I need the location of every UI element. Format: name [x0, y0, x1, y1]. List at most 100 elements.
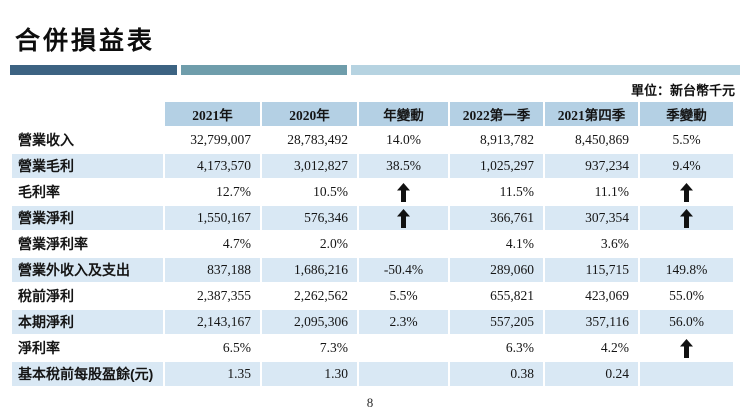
table-header-row: 2021年 2020年 年變動 2022第一季 2021第四季 季變動: [11, 100, 735, 128]
arrow-up-icon: [680, 208, 693, 228]
table-cell: 2.3%: [357, 308, 450, 336]
arrow-up-icon: [397, 208, 410, 228]
row-label: 淨利率: [10, 334, 165, 362]
table-cell: 11.1%: [543, 178, 640, 206]
column-header: 2021年: [163, 100, 262, 128]
page-title: 合併損益表: [15, 28, 156, 55]
table-row: 稅前淨利 2,387,355 2,262,562 5.5% 655,821 423,069…: [10, 282, 735, 310]
table-cell: 8,913,782: [448, 126, 545, 154]
table-cell: 11.5%: [448, 178, 545, 206]
table-cell: [638, 178, 735, 206]
table-cell: 56.0%: [638, 308, 735, 336]
table-cell: 38.5%: [357, 152, 450, 180]
table-row: 營業淨利率 4.7% 2.0% 4.1% 3.6%: [10, 230, 735, 258]
table-cell: 4.2%: [543, 334, 640, 362]
table-cell: 1.35: [163, 360, 262, 388]
table-cell: 0.24: [543, 360, 640, 388]
table-cell: [357, 178, 450, 206]
table-row: 基本稅前每股盈餘(元) 1.35 1.30 0.38 0.24: [10, 360, 735, 388]
table-corner-cell: [11, 101, 164, 127]
row-label: 營業淨利率: [10, 230, 165, 258]
table-cell: 557,205: [448, 308, 545, 336]
table-cell: 2.0%: [260, 230, 359, 258]
column-header: 2021第四季: [543, 100, 640, 128]
decor-bar-light: [351, 65, 740, 75]
table-cell: 0.38: [448, 360, 545, 388]
column-header: 季變動: [638, 100, 735, 128]
table-cell: 5.5%: [638, 126, 735, 154]
table-cell: [638, 360, 735, 388]
decor-bar-dark: [10, 65, 177, 75]
table-row: 淨利率 6.5% 7.3% 6.3% 4.2%: [10, 334, 735, 362]
row-label: 基本稅前每股盈餘(元): [10, 360, 165, 388]
table-cell: 4.1%: [448, 230, 545, 258]
page-number: 8: [366, 395, 374, 410]
table-cell: 9.4%: [638, 152, 735, 180]
table-cell: [638, 334, 735, 362]
row-label: 本期淨利: [10, 308, 165, 336]
unit-note: 單位：新台幣千元: [630, 83, 735, 98]
table-cell: 366,761: [448, 204, 545, 232]
table-cell: 937,234: [543, 152, 640, 180]
table-cell: 423,069: [543, 282, 640, 310]
table-cell: 1,550,167: [163, 204, 262, 232]
table-cell: [638, 230, 735, 258]
table-cell: 2,262,562: [260, 282, 359, 310]
arrow-up-icon: [680, 338, 693, 358]
decor-bar-teal: [181, 65, 347, 75]
table-cell: 3,012,827: [260, 152, 359, 180]
row-label: 營業外收入及支出: [10, 256, 165, 284]
row-label: 營業收入: [10, 126, 165, 154]
table-cell: 4,173,570: [163, 152, 262, 180]
column-header: 2022第一季: [448, 100, 545, 128]
table-cell: 115,715: [543, 256, 640, 284]
table-cell: [357, 334, 450, 362]
table-cell: 12.7%: [163, 178, 262, 206]
table-cell: 2,095,306: [260, 308, 359, 336]
table-cell: 2,143,167: [163, 308, 262, 336]
table-cell: 357,116: [543, 308, 640, 336]
table-cell: 1,686,216: [260, 256, 359, 284]
row-label: 營業淨利: [10, 204, 165, 232]
income-statement-table: 2021年 2020年 年變動 2022第一季 2021第四季 季變動 營業收入 32,79…: [10, 100, 735, 388]
table-cell: 837,188: [163, 256, 262, 284]
table-row: 毛利率 12.7% 10.5% 11.5% 11.1%: [10, 178, 735, 206]
table-cell: 8,450,869: [543, 126, 640, 154]
table-cell: -50.4%: [357, 256, 450, 284]
table-cell: 6.5%: [163, 334, 262, 362]
table-cell: 1.30: [260, 360, 359, 388]
table-cell: 149.8%: [638, 256, 735, 284]
table-cell: 289,060: [448, 256, 545, 284]
row-label: 稅前淨利: [10, 282, 165, 310]
table-row: 本期淨利 2,143,167 2,095,306 2.3% 557,205 357,116…: [10, 308, 735, 336]
row-label: 毛利率: [10, 178, 165, 206]
table-row: 營業收入 32,799,007 28,783,492 14.0% 8,913,782 8,…: [10, 126, 735, 154]
row-label: 營業毛利: [10, 152, 165, 180]
table-row: 營業淨利 1,550,167 576,346 366,761 307,354: [10, 204, 735, 232]
table-cell: 14.0%: [357, 126, 450, 154]
table-row: 營業毛利 4,173,570 3,012,827 38.5% 1,025,297 937,…: [10, 152, 735, 180]
table-cell: 3.6%: [543, 230, 640, 258]
table-cell: 6.3%: [448, 334, 545, 362]
table-cell: [357, 360, 450, 388]
table-cell: 655,821: [448, 282, 545, 310]
table-cell: 55.0%: [638, 282, 735, 310]
table-cell: 4.7%: [163, 230, 262, 258]
table-cell: 10.5%: [260, 178, 359, 206]
arrow-up-icon: [680, 182, 693, 202]
table-cell: 1,025,297: [448, 152, 545, 180]
table-cell: 28,783,492: [260, 126, 359, 154]
table-cell: 576,346: [260, 204, 359, 232]
column-header: 年變動: [357, 100, 450, 128]
table-cell: 2,387,355: [163, 282, 262, 310]
table-cell: 7.3%: [260, 334, 359, 362]
table-cell: 32,799,007: [163, 126, 262, 154]
table-cell: 307,354: [543, 204, 640, 232]
table-cell: [357, 230, 450, 258]
table-cell: [638, 204, 735, 232]
arrow-up-icon: [397, 182, 410, 202]
table-row: 營業外收入及支出 837,188 1,686,216 -50.4% 289,060 115…: [10, 256, 735, 284]
table-cell: 5.5%: [357, 282, 450, 310]
column-header: 2020年: [260, 100, 359, 128]
